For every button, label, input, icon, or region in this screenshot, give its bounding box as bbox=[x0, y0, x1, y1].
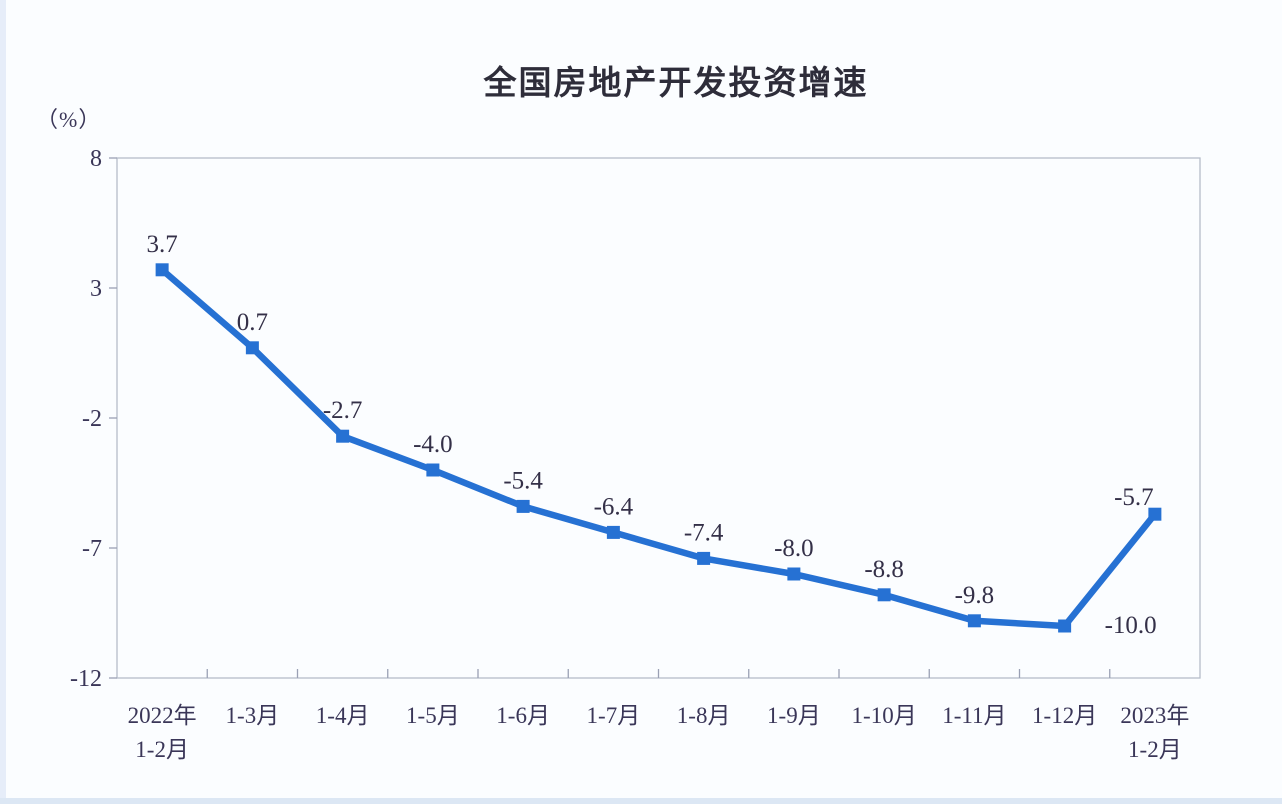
data-point-marker bbox=[967, 614, 981, 628]
data-point-marker bbox=[1058, 619, 1072, 633]
x-tick-label: 1-6月 bbox=[496, 703, 550, 728]
y-tick-label: 3 bbox=[90, 276, 102, 302]
data-label: -2.7 bbox=[323, 397, 363, 424]
x-tick-label: 2022年 bbox=[128, 703, 197, 728]
x-tick-label: 1-10月 bbox=[852, 703, 917, 728]
data-label: 0.7 bbox=[237, 309, 268, 336]
y-axis-unit-label: （%） bbox=[36, 107, 102, 132]
x-tick-label: 1-4月 bbox=[316, 703, 370, 728]
data-point-marker bbox=[1148, 507, 1162, 521]
x-tick-label: 1-12月 bbox=[1032, 703, 1097, 728]
data-point-marker bbox=[606, 525, 620, 539]
bottom-edge-strip bbox=[0, 798, 1282, 804]
y-tick-label: 8 bbox=[90, 146, 102, 172]
x-tick-label: 1-7月 bbox=[587, 703, 641, 728]
data-line bbox=[158, 266, 1159, 630]
data-point-marker bbox=[426, 463, 440, 477]
data-label: -8.8 bbox=[864, 556, 904, 583]
plot-area-border bbox=[116, 157, 1201, 679]
y-tick-label: -12 bbox=[70, 666, 102, 692]
data-label: 3.7 bbox=[147, 231, 178, 258]
x-tick-label: 1-2月 bbox=[135, 737, 189, 762]
data-label: -8.0 bbox=[774, 535, 814, 562]
x-tick-label: 1-5月 bbox=[406, 703, 460, 728]
data-point-marker bbox=[697, 551, 711, 565]
x-tick-label: 1-8月 bbox=[677, 703, 731, 728]
y-tick-label: -2 bbox=[82, 406, 102, 432]
x-tick-label: 1-3月 bbox=[226, 703, 280, 728]
data-label: -6.4 bbox=[594, 493, 634, 520]
left-edge-strip bbox=[0, 0, 6, 804]
x-tick-label: 2023年 bbox=[1120, 703, 1189, 728]
data-label: -10.0 bbox=[1105, 612, 1157, 639]
data-label: -4.0 bbox=[413, 431, 453, 458]
y-tick-label: -7 bbox=[82, 536, 102, 562]
data-label: -9.8 bbox=[955, 582, 995, 609]
data-point-marker bbox=[155, 263, 169, 277]
x-tick-label: 1-2月 bbox=[1128, 737, 1182, 762]
data-point-marker bbox=[245, 341, 259, 355]
data-point-marker bbox=[877, 588, 891, 602]
data-point-marker bbox=[787, 567, 801, 581]
x-tick-label: 1-11月 bbox=[942, 703, 1006, 728]
x-tick-label: 1-9月 bbox=[767, 703, 821, 728]
chart-title: 全国房地产开发投资增速 bbox=[483, 64, 869, 101]
data-label: -7.4 bbox=[684, 519, 724, 546]
data-point-marker bbox=[336, 429, 350, 443]
data-label: -5.4 bbox=[503, 467, 543, 494]
data-label: -5.7 bbox=[1114, 484, 1154, 511]
data-point-marker bbox=[516, 499, 530, 513]
